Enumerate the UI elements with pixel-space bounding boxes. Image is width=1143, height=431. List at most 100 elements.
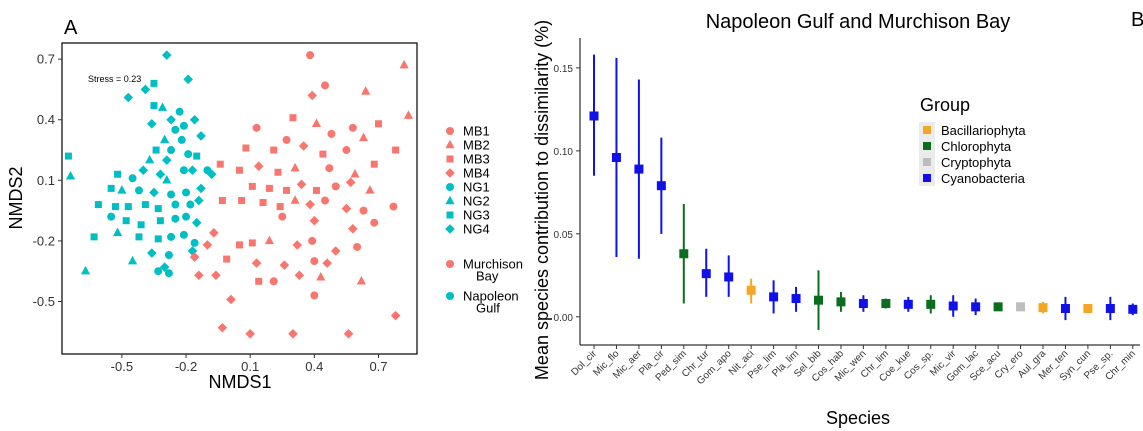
panel-a-x-ticks: -0.5 -0.2 0.1 0.4 0.7	[111, 354, 388, 374]
legend-title-group: Group	[920, 95, 970, 115]
x-tick-label: 0.4	[305, 359, 323, 374]
panel-a-x-axis-label: NMDS1	[208, 372, 271, 392]
y-tick-label: -0.2	[33, 233, 55, 248]
panel-b-legend: BacillariophytaChlorophytaCryptophytaCya…	[919, 122, 1026, 186]
legend-label-mb1: MB1	[463, 124, 490, 139]
legend-key-ng2	[445, 195, 455, 205]
nmds-point	[194, 270, 204, 281]
panel-b-title: Napoleon Gulf and Murchison Bay	[706, 11, 1011, 33]
nmds-point	[238, 197, 246, 205]
nmds-point	[154, 267, 163, 276]
nmds-point	[282, 135, 291, 144]
x-tick-label: -0.5	[111, 359, 133, 374]
legend-key-cryptophyta	[923, 158, 931, 166]
nmds-point	[292, 240, 303, 250]
nmds-point	[182, 188, 191, 197]
nmds-point	[361, 86, 371, 95]
panel-b-dissimilarity-plot: B Napoleon Gulf and Murchison Bay 0.000.…	[532, 9, 1143, 428]
nmds-point	[311, 118, 322, 127]
nmds-point	[171, 214, 180, 223]
nmds-point	[202, 240, 213, 250]
nmds-point	[164, 251, 173, 260]
nmds-point	[403, 110, 414, 119]
nmds-point	[124, 203, 132, 211]
legend-key-ng4	[445, 224, 455, 234]
legend-label-mb4: MB4	[463, 166, 490, 181]
nmds-point	[128, 174, 137, 183]
mean-marker-Syn_cun	[1083, 303, 1093, 313]
nmds-point	[107, 184, 115, 192]
nmds-point	[253, 161, 264, 171]
legend-group-key	[446, 292, 454, 300]
legend-group-key	[446, 260, 454, 268]
nmds-point	[265, 184, 273, 192]
nmds-point	[330, 246, 341, 256]
nmds-point	[206, 169, 217, 180]
nmds-point	[218, 197, 226, 205]
nmds-point	[196, 131, 206, 141]
panel-b-x-axis-label: Species	[826, 408, 890, 428]
nmds-point	[296, 179, 307, 190]
nmds-point	[161, 50, 172, 60]
nmds-point	[189, 114, 200, 125]
nmds-point	[279, 260, 290, 270]
nmds-point	[264, 235, 275, 245]
nmds-point	[242, 144, 250, 152]
nmds-point	[321, 196, 330, 205]
legend-key-chlorophyta	[923, 142, 931, 150]
legend-label-cyanobacteria: Cyanobacteria	[941, 171, 1026, 186]
nmds-point	[149, 187, 159, 198]
y-tick-label: -0.5	[33, 294, 55, 309]
legend-label-ng2: NG2	[463, 194, 490, 209]
nmds-point	[327, 129, 336, 138]
nmds-point	[236, 241, 243, 249]
y-tick-label: 0.10	[554, 147, 574, 158]
nmds-point	[370, 218, 379, 227]
nmds-point	[307, 90, 318, 101]
nmds-point	[248, 239, 256, 247]
nmds-point	[216, 160, 224, 168]
nmds-point	[252, 123, 261, 132]
nmds-point	[179, 230, 188, 239]
nmds-point	[399, 59, 409, 69]
nmds-point	[325, 164, 334, 173]
nmds-point	[194, 195, 204, 206]
nmds-point	[353, 242, 362, 251]
nmds-point	[358, 132, 369, 142]
nmds-point	[187, 165, 198, 176]
nmds-point	[345, 177, 356, 188]
nmds-point	[80, 265, 91, 275]
mean-marker-Mer_ten	[1060, 303, 1070, 313]
nmds-point	[123, 92, 134, 103]
nmds-point	[90, 233, 98, 241]
mean-marker-Sce_acu	[993, 302, 1003, 312]
nmds-point	[211, 270, 221, 281]
nmds-point	[294, 270, 305, 281]
x-tick-label: 0.1	[241, 359, 259, 374]
nmds-point	[141, 201, 149, 209]
y-tick-label: 0.4	[37, 112, 55, 127]
nmds-point	[154, 235, 162, 243]
nmds-point	[331, 182, 340, 191]
nmds-point	[147, 118, 157, 129]
nmds-point	[191, 217, 202, 228]
nmds-point	[155, 169, 166, 180]
mean-marker-Sel_bib	[814, 295, 823, 305]
legend-key-cyanobacteria	[923, 174, 931, 182]
legend-label-cryptophyta: Cryptophyta	[941, 155, 1012, 170]
mean-marker-Cry_ero	[1016, 302, 1026, 312]
nmds-point	[226, 294, 236, 305]
nmds-point	[166, 114, 176, 125]
legend-group-label: Bay	[476, 269, 499, 284]
panel-a-nmds-plot: A Stress = 0.23 -0.5 -0.2 0.1 0.4 0.7 0.7 0.4…	[6, 17, 523, 392]
nmds-point	[375, 120, 383, 128]
x-tick-label: -0.2	[175, 359, 197, 374]
nmds-point	[135, 233, 143, 241]
nmds-point	[248, 182, 256, 190]
legend-key-mb3	[446, 155, 454, 163]
nmds-point	[312, 186, 320, 194]
mean-marker-Pse_lim	[769, 292, 779, 302]
nmds-point	[274, 168, 282, 176]
mean-marker-Cos_hab	[836, 297, 846, 307]
nmds-point	[150, 79, 158, 87]
